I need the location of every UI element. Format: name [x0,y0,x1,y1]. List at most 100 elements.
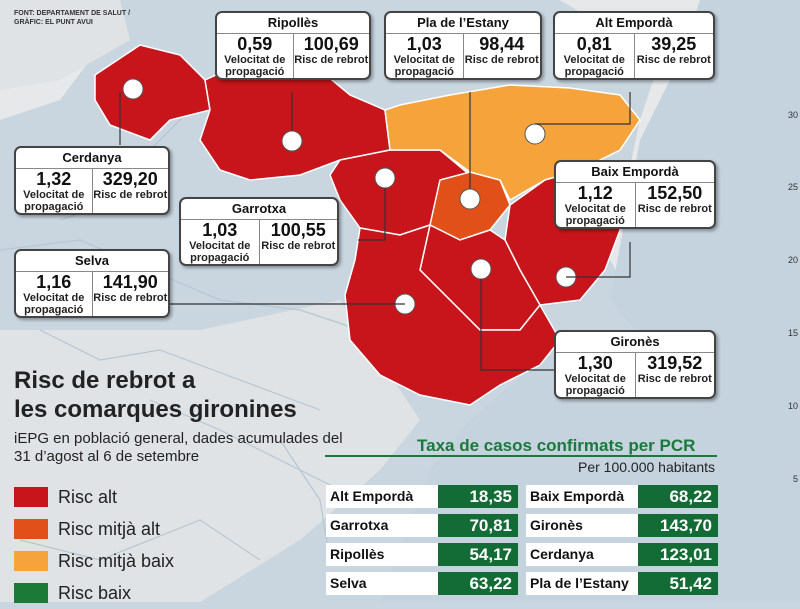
velocitat-value: 1,03 [202,220,238,240]
legend-item: Risc alt [14,481,174,513]
land-area-left [0,0,420,602]
region-cerdanya [94,44,211,141]
pcr-name: Garrotxa [326,514,438,537]
callout-girones: Gironès 1,30 Velocitat de propagació 319,… [554,330,716,399]
axis-tick: 10 [787,401,798,411]
callout-title: Alt Empordà [555,13,713,34]
callout-title: Baix Empordà [556,162,714,183]
credit-line: GRÀFIC: EL PUNT AVUI [14,19,93,26]
risc-label: Risc de rebrot [93,292,168,304]
pcr-name: Pla de l’Estany [526,572,638,595]
main-title: Risc de rebrot a les comarques gironines [14,366,297,424]
legend-label: Risc mitjà baix [58,550,175,571]
pcr-title: Taxa de casos confirmats per PCR [417,436,696,455]
pcr-value: 143,70 [638,514,718,537]
velocitat-value: 1,12 [577,183,613,203]
risc-label: Risc de rebrot [464,54,539,66]
velocitat-value: 0,81 [576,34,612,54]
pcr-cell: Alt Empordà 18,35 [326,485,518,508]
callout-title: Cerdanya [16,148,168,169]
velocitat-label: Velocitat de propagació [564,373,626,397]
legend: Risc alt Risc mitjà alt Risc mitjà baix … [14,481,174,609]
velocitat-value: 0,59 [237,34,273,54]
pcr-value: 70,81 [438,514,518,537]
velocitat-label: Velocitat de propagació [23,292,85,316]
callout-ripolles: Ripollès 0,59 Velocitat de propagació 100… [215,11,371,80]
legend-item: Risc baix [14,577,174,609]
callout-title: Garrotxa [181,199,337,220]
marker-ripolles [281,130,303,152]
title-line-1: Risc de rebrot a [14,367,196,394]
callout-garrotxa: Garrotxa 1,03 Velocitat de propagació 100… [179,197,339,266]
velocitat-label: Velocitat de propagació [564,203,626,227]
callout-title: Pla de l’Estany [386,13,540,34]
callout-title: Selva [16,251,168,272]
axis-tick: 25 [787,182,798,192]
velocitat-label: Velocitat de propagació [224,54,286,78]
legend-swatch [14,583,48,603]
risc-label: Risc de rebrot [93,189,168,201]
pcr-value: 51,42 [638,572,718,595]
legend-item: Risc mitjà baix [14,545,174,577]
risc-label: Risc de rebrot [636,54,711,66]
title-line-2: les comarques gironines [14,396,297,423]
risc-value: 39,25 [651,34,697,54]
callout-baix-emporda: Baix Empordà 1,12 Velocitat de propagació… [554,160,716,229]
pcr-name: Cerdanya [526,543,638,566]
velocitat-label: Velocitat de propagació [189,240,251,264]
legend-label: Risc alt [58,486,118,507]
risc-value: 152,50 [647,183,703,203]
velocitat-value: 1,32 [36,169,72,189]
pcr-cell: Garrotxa 70,81 [326,514,518,537]
pcr-subtitle: Per 100.000 habitants [578,459,715,475]
pcr-value: 54,17 [438,543,518,566]
callout-cerdanya: Cerdanya 1,32 Velocitat de propagació 329… [14,146,170,215]
legend-swatch [14,551,48,571]
marker-pla-de-lestany [459,188,481,210]
velocitat-label: Velocitat de propagació [23,189,85,213]
risc-label: Risc de rebrot [637,373,712,385]
pcr-cell: Pla de l’Estany 51,42 [526,572,718,595]
legend-item: Risc mitjà alt [14,513,174,545]
pcr-cell: Selva 63,22 [326,572,518,595]
risc-value: 329,20 [102,169,158,189]
leader-lines [119,92,631,371]
risc-label: Risc de rebrot [261,240,336,252]
velocitat-value: 1,03 [406,34,442,54]
callout-selva: Selva 1,16 Velocitat de propagació 141,90… [14,249,170,318]
callout-title: Gironès [556,332,714,353]
callout-pla-de-lestany: Pla de l’Estany 1,03 Velocitat de propaga… [384,11,542,80]
pcr-value: 68,22 [638,485,718,508]
pcr-value: 63,22 [438,572,518,595]
risc-value: 100,55 [270,220,326,240]
pcr-table: Alt Empordà 18,35 Baix Empordà 68,22 Garro… [326,485,718,595]
pcr-name: Ripollès [326,543,438,566]
velocitat-value: 1,30 [577,353,613,373]
callout-alt-emporda: Alt Empordà 0,81 Velocitat de propagació … [553,11,715,80]
velocitat-label: Velocitat de propagació [563,54,625,78]
pcr-cell: Gironès 143,70 [526,514,718,537]
marker-cerdanya [122,78,144,100]
sea-area [610,0,800,602]
axis-tick: 30 [787,110,798,120]
axis-tick: 20 [787,255,798,265]
pcr-name: Alt Empordà [326,485,438,508]
callout-title: Ripollès [217,13,369,34]
region-selva [344,223,561,406]
legend-label: Risc baix [58,582,132,603]
axis-tick: 15 [787,328,798,338]
legend-swatch [14,519,48,539]
pcr-name: Selva [326,572,438,595]
marker-garrotxa [374,167,396,189]
pcr-cell: Cerdanya 123,01 [526,543,718,566]
legend-swatch [14,487,48,507]
risc-value: 141,90 [102,272,158,292]
risc-label: Risc de rebrot [294,54,369,66]
pcr-cell: Ripollès 54,17 [326,543,518,566]
axis-tick: 5 [792,474,798,484]
legend-label: Risc mitjà alt [58,518,161,539]
pcr-cell: Baix Empordà 68,22 [526,485,718,508]
pcr-name: Baix Empordà [526,485,638,508]
risc-value: 100,69 [303,34,359,54]
